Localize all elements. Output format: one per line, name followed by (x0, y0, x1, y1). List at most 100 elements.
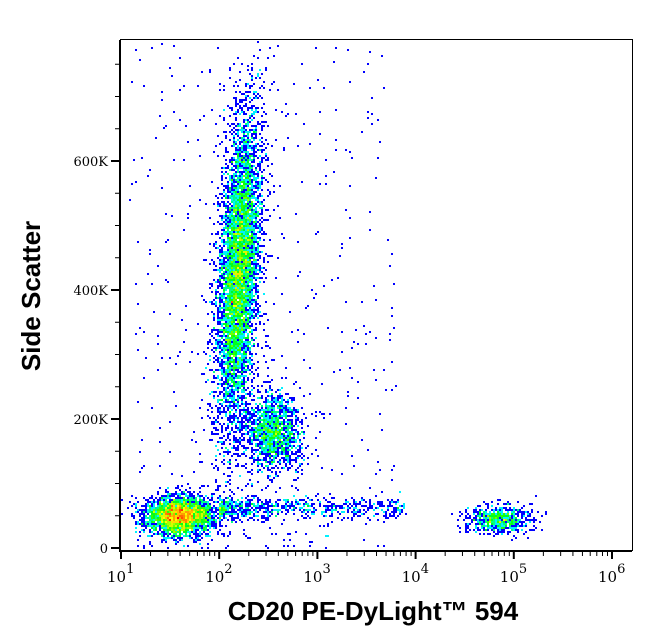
event-dot (231, 319, 233, 321)
event-dot (251, 431, 253, 433)
event-dot (137, 511, 139, 513)
event-dot (221, 283, 223, 285)
event-dot (223, 243, 225, 245)
event-dot (389, 515, 391, 517)
event-dot (235, 507, 237, 509)
event-dot (245, 113, 247, 115)
event-dot (225, 451, 227, 453)
event-dot (249, 195, 251, 197)
event-dot (243, 143, 245, 145)
event-dot (293, 441, 295, 443)
event-dot (185, 501, 187, 503)
event-dot (171, 519, 173, 521)
event-dot (231, 177, 233, 179)
event-dot (281, 435, 283, 437)
event-dot (265, 437, 267, 439)
event-dot (275, 437, 277, 439)
event-dot (225, 377, 227, 379)
event-dot (507, 531, 509, 533)
event-dot (297, 451, 299, 453)
event-dot (191, 505, 193, 507)
event-dot (289, 431, 291, 433)
event-dot (285, 447, 287, 449)
event-dot (271, 429, 273, 431)
event-dot (321, 511, 323, 513)
event-dot (193, 499, 195, 501)
event-dot (259, 311, 261, 313)
event-dot (197, 539, 199, 541)
event-dot (201, 527, 203, 529)
event-dot (257, 243, 259, 245)
event-dot (221, 447, 223, 449)
event-dot (225, 213, 227, 215)
event-dot (227, 219, 229, 221)
event-dot (237, 227, 239, 229)
event-dot (457, 525, 459, 527)
event-dot (233, 179, 235, 181)
event-dot (221, 335, 223, 337)
event-dot (229, 287, 231, 289)
event-dot (251, 365, 253, 367)
event-dot (513, 523, 515, 525)
event-dot (231, 293, 233, 295)
event-dot (245, 381, 247, 383)
event-dot (221, 197, 223, 199)
event-dot (243, 215, 245, 217)
event-dot (287, 427, 289, 429)
event-dot (203, 529, 205, 531)
event-dot (233, 421, 235, 423)
event-dot (371, 505, 373, 507)
event-dot (233, 355, 235, 357)
event-dot (241, 179, 243, 181)
event-dot (167, 523, 169, 525)
event-dot (247, 143, 249, 145)
event-dot (233, 299, 235, 301)
event-dot (309, 505, 311, 507)
event-dot (231, 191, 233, 193)
event-dot (249, 341, 251, 343)
event-dot (243, 445, 245, 447)
event-dot (365, 505, 367, 507)
event-dot (233, 431, 235, 433)
event-dot (483, 533, 485, 535)
event-dot (201, 529, 203, 531)
event-dot (229, 107, 231, 109)
event-dot (237, 347, 239, 349)
event-dot (255, 291, 257, 293)
event-dot (249, 437, 251, 439)
event-dot (487, 503, 489, 505)
event-dot (305, 447, 307, 449)
event-dot (247, 511, 249, 513)
event-dot (251, 233, 253, 235)
event-dot (255, 315, 257, 317)
event-dot (193, 501, 195, 503)
event-dot (243, 217, 245, 219)
event-dot (239, 357, 241, 359)
event-dot (207, 343, 209, 345)
event-dot (251, 339, 253, 341)
event-dot (229, 309, 231, 311)
event-dot (277, 511, 279, 513)
event-dot (241, 271, 243, 273)
event-dot (249, 167, 251, 169)
event-dot (229, 329, 231, 331)
event-dot (353, 507, 355, 509)
event-dot (211, 517, 213, 519)
event-dot (295, 469, 297, 471)
event-dot (167, 505, 169, 507)
event-dot (201, 513, 203, 515)
event-dot (197, 517, 199, 519)
event-dot (237, 169, 239, 171)
event-dot (223, 509, 225, 511)
event-dot (229, 339, 231, 341)
event-dot (235, 189, 237, 191)
event-dot (217, 187, 219, 189)
event-dot (263, 239, 265, 241)
event-dot (159, 511, 161, 513)
event-dot (213, 327, 215, 329)
event-dot (237, 245, 239, 247)
event-dot (271, 513, 273, 515)
event-dot (221, 443, 223, 445)
event-dot (247, 361, 249, 363)
event-dot (229, 401, 231, 403)
